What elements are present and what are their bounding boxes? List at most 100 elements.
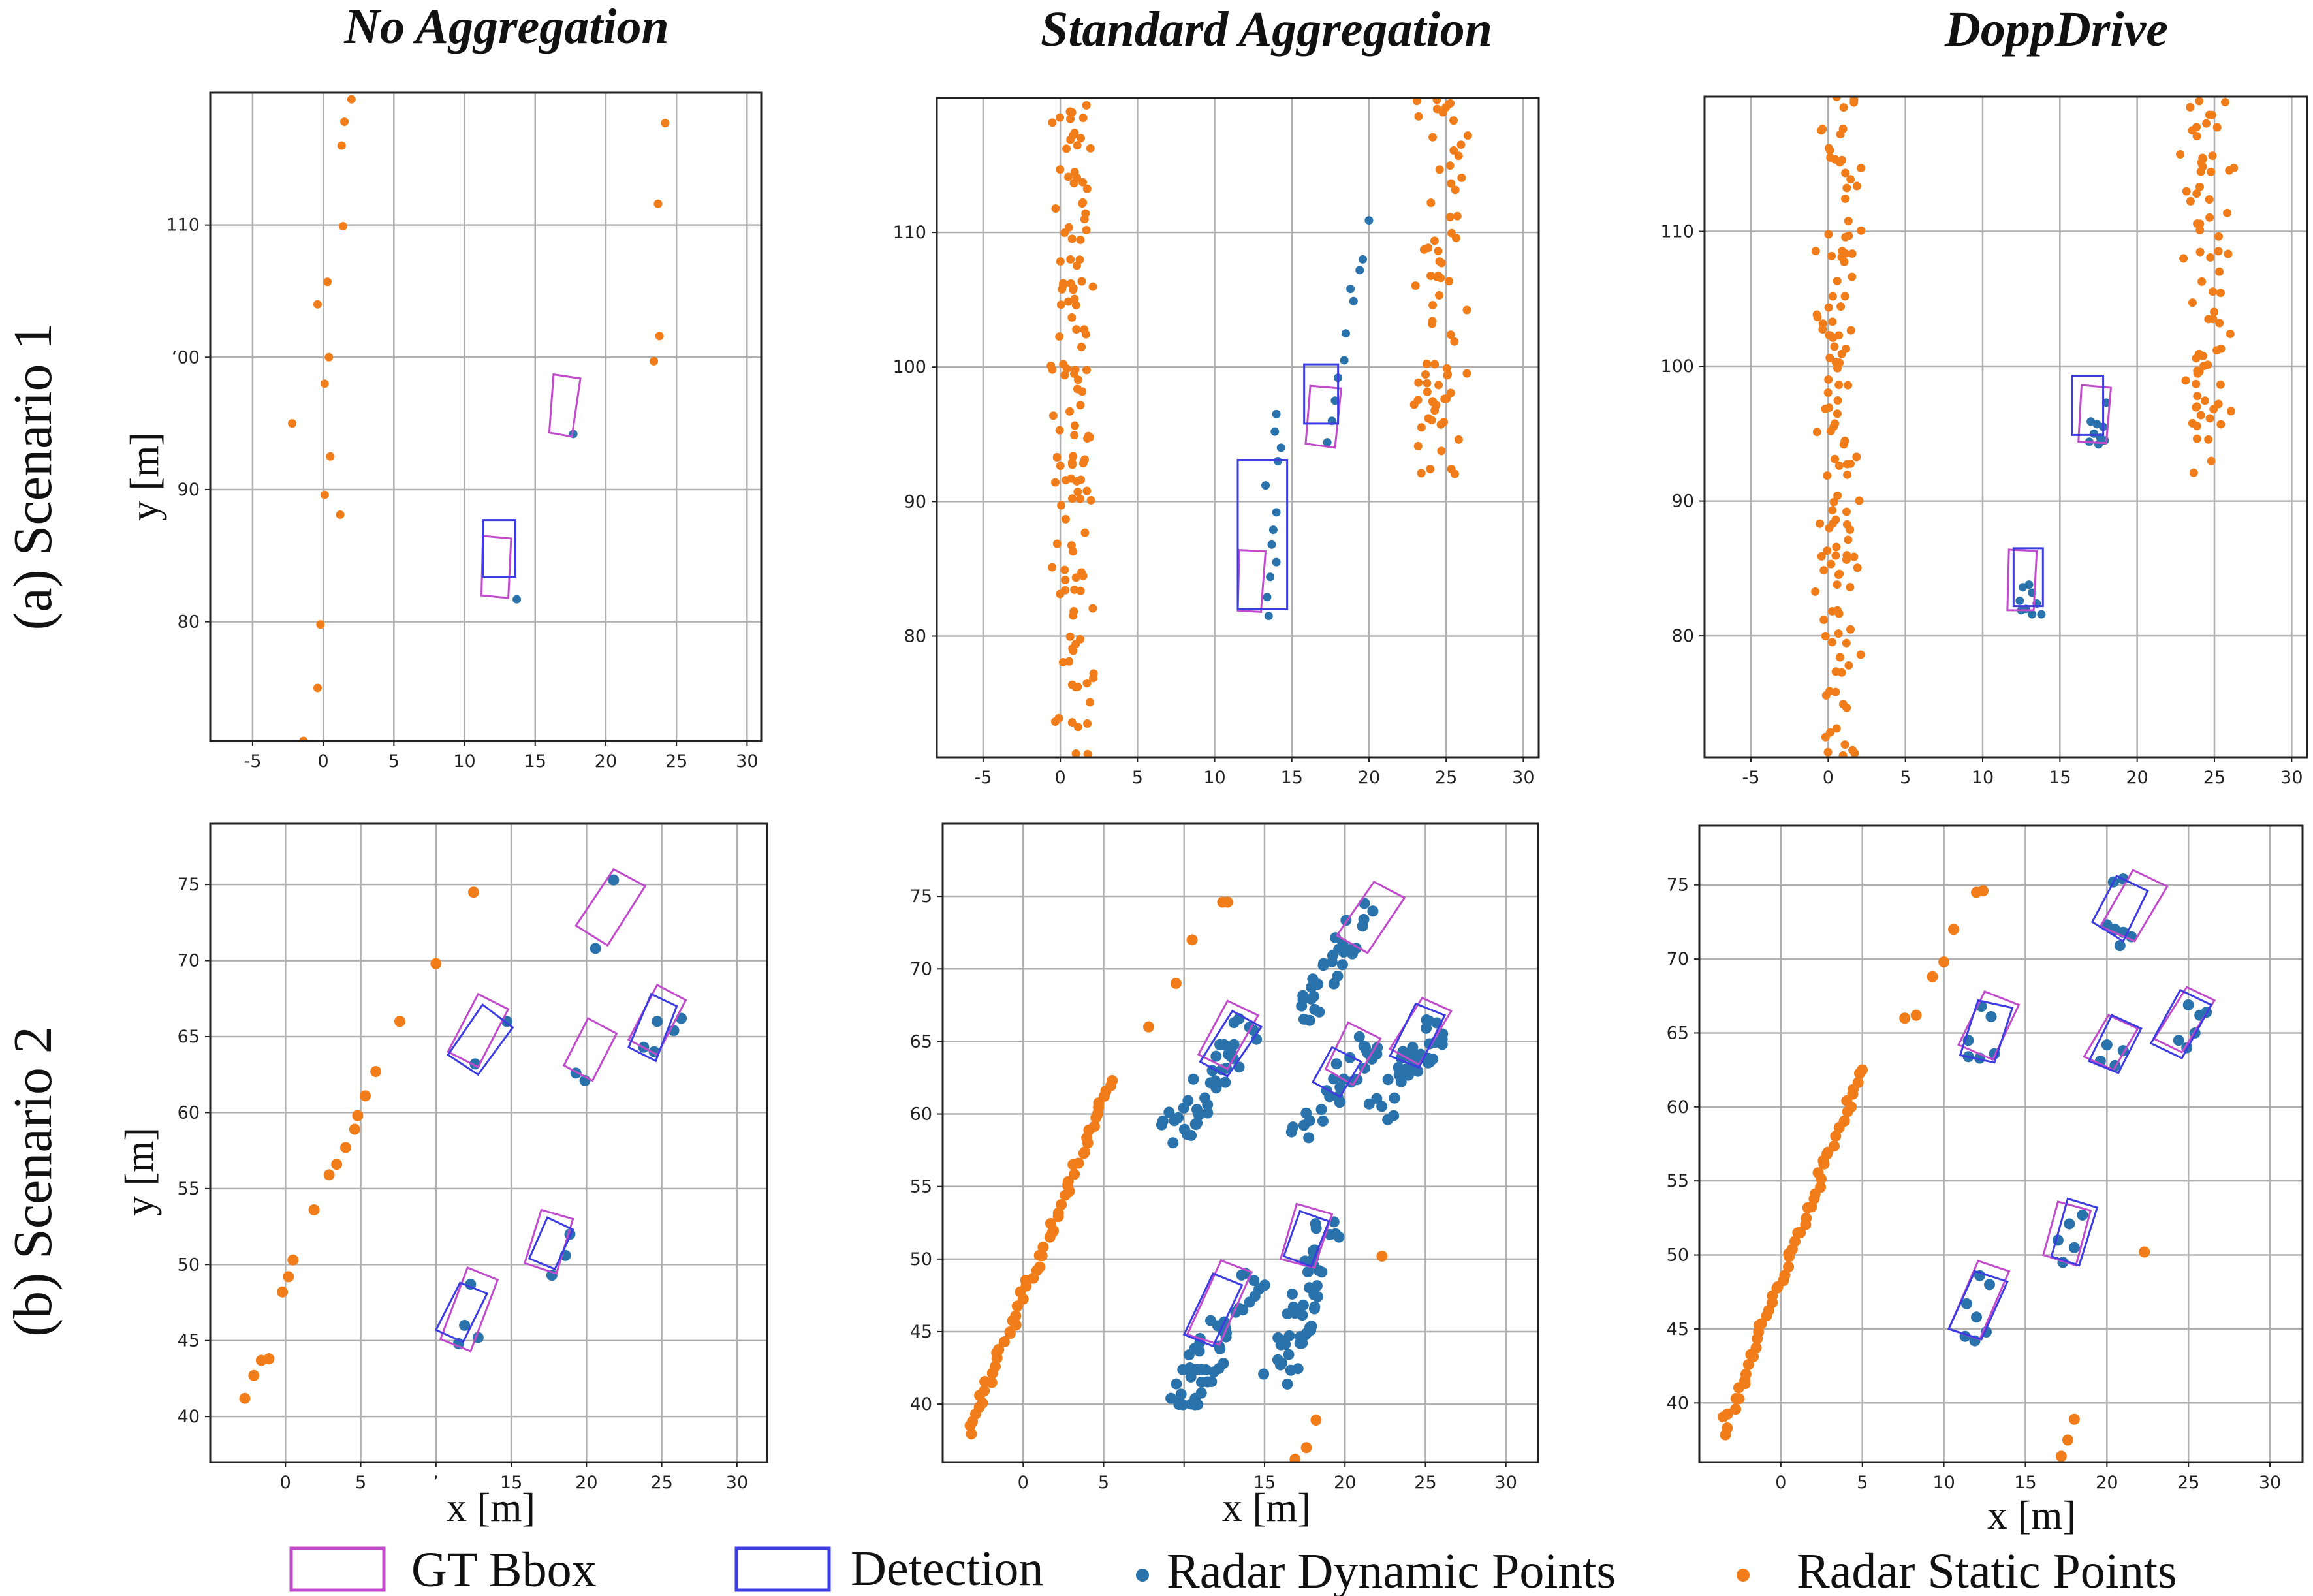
static-point bbox=[1067, 234, 1077, 243]
detection-bbox bbox=[2012, 547, 2044, 608]
static-point bbox=[1938, 956, 1950, 968]
y-tick-label: 65 bbox=[910, 1031, 932, 1052]
static-point bbox=[2186, 102, 2195, 112]
static-point bbox=[1054, 713, 1063, 723]
static-point bbox=[1842, 520, 1851, 529]
static-point bbox=[2212, 123, 2222, 132]
y-tick-label: 55 bbox=[910, 1177, 932, 1197]
static-point bbox=[1829, 497, 1838, 507]
gt-bbox bbox=[2006, 548, 2038, 612]
static-point bbox=[2203, 360, 2212, 369]
x-tick-label: 5 bbox=[388, 751, 400, 772]
detection-bbox bbox=[1303, 363, 1340, 425]
static-point bbox=[1440, 394, 1449, 403]
static-point bbox=[1817, 126, 1826, 135]
static-point bbox=[1071, 749, 1080, 757]
static-point bbox=[2200, 396, 2209, 405]
static-point bbox=[1816, 519, 1825, 528]
dynamic-point bbox=[1364, 216, 1374, 225]
static-point bbox=[1444, 277, 1453, 286]
dynamic-point bbox=[1195, 1364, 1207, 1375]
x-tick-label: 20 bbox=[1334, 1473, 1356, 1493]
dynamic-point bbox=[1296, 1000, 1308, 1012]
ylabel-scenario-2: y [m] bbox=[118, 1127, 162, 1216]
detection-bbox bbox=[482, 519, 516, 578]
gt-bbox bbox=[439, 1266, 499, 1353]
static-point bbox=[1840, 257, 1849, 266]
static-point bbox=[1838, 124, 1848, 133]
x-tick-label: 0 bbox=[1018, 1473, 1029, 1493]
static-point bbox=[1221, 896, 1233, 908]
dynamic-point bbox=[1311, 1280, 1323, 1292]
gt-bbox bbox=[1197, 999, 1260, 1071]
dynamic-point bbox=[2182, 999, 2194, 1010]
y-tick-label: 45 bbox=[1667, 1319, 1689, 1339]
static-point bbox=[2215, 267, 2224, 276]
static-point bbox=[1789, 1236, 1801, 1247]
static-point bbox=[1834, 381, 1844, 390]
static-point bbox=[1730, 1403, 1742, 1415]
static-point bbox=[1835, 653, 1844, 662]
static-point bbox=[1812, 428, 1821, 437]
dynamic-point bbox=[1285, 1126, 1297, 1138]
x-tick-label: 5 bbox=[1098, 1473, 1109, 1493]
dynamic-point bbox=[1282, 1378, 1293, 1390]
dynamic-point bbox=[1263, 593, 1272, 602]
static-point bbox=[1434, 381, 1443, 390]
static-point bbox=[1069, 452, 1078, 461]
static-point bbox=[2224, 249, 2233, 258]
y-tick-label: 80 bbox=[904, 626, 926, 646]
dynamic-point bbox=[1422, 1057, 1434, 1069]
static-point bbox=[1740, 1368, 1752, 1380]
y-tick-label: 80 bbox=[178, 612, 200, 633]
dynamic-point bbox=[1210, 1050, 1222, 1062]
dynamic-point bbox=[1272, 557, 1281, 567]
dynamic-point bbox=[1358, 255, 1367, 264]
row-label-scenario-1: (a) Scenario 1 bbox=[3, 322, 63, 630]
static-point bbox=[283, 1271, 294, 1283]
static-point bbox=[1899, 1012, 1911, 1024]
static-point bbox=[1086, 698, 1095, 707]
dynamic-point bbox=[1192, 1399, 1204, 1411]
static-point bbox=[998, 1336, 1010, 1348]
dynamic-point bbox=[1276, 1357, 1287, 1369]
static-point bbox=[1457, 173, 1466, 182]
detection-bbox bbox=[2071, 375, 2105, 436]
static-point bbox=[661, 119, 670, 128]
static-point bbox=[1435, 165, 1444, 174]
static-point bbox=[2214, 247, 2223, 256]
static-point bbox=[1837, 668, 1846, 677]
static-point bbox=[2205, 110, 2214, 119]
y-tick-label: 45 bbox=[178, 1331, 200, 1351]
static-point bbox=[430, 958, 442, 969]
static-point bbox=[1838, 700, 1848, 709]
y-tick-label: 100 bbox=[892, 357, 926, 377]
static-point bbox=[1078, 178, 1088, 187]
static-point bbox=[248, 1369, 260, 1381]
y-tick-label: 60 bbox=[1667, 1097, 1689, 1118]
static-point bbox=[1055, 332, 1064, 341]
static-point bbox=[1824, 303, 1833, 312]
static-point bbox=[1827, 559, 1836, 569]
static-point bbox=[1073, 487, 1082, 496]
plot-area bbox=[937, 98, 1539, 757]
static-point bbox=[1412, 98, 1421, 106]
static-point bbox=[1453, 211, 1462, 221]
dynamic-point bbox=[1185, 1371, 1197, 1383]
static-point bbox=[1082, 679, 1092, 688]
static-point bbox=[1462, 305, 1471, 315]
x-tick-label: -5 bbox=[1742, 768, 1760, 788]
static-point bbox=[1846, 175, 1855, 184]
column-title-doppdrive: DoppDrive bbox=[1944, 2, 2168, 57]
static-point bbox=[1451, 185, 1460, 195]
dynamic-point bbox=[652, 1016, 663, 1027]
static-point bbox=[1073, 141, 1082, 150]
static-point bbox=[1853, 563, 1862, 572]
dynamic-point bbox=[2064, 1218, 2075, 1230]
static-point bbox=[1755, 1318, 1767, 1330]
static-point bbox=[1827, 251, 1836, 260]
dynamic-point bbox=[1248, 1275, 1260, 1287]
dynamic-point bbox=[1218, 1039, 1230, 1050]
dynamic-point bbox=[1270, 427, 1280, 436]
static-point bbox=[1449, 116, 1458, 125]
